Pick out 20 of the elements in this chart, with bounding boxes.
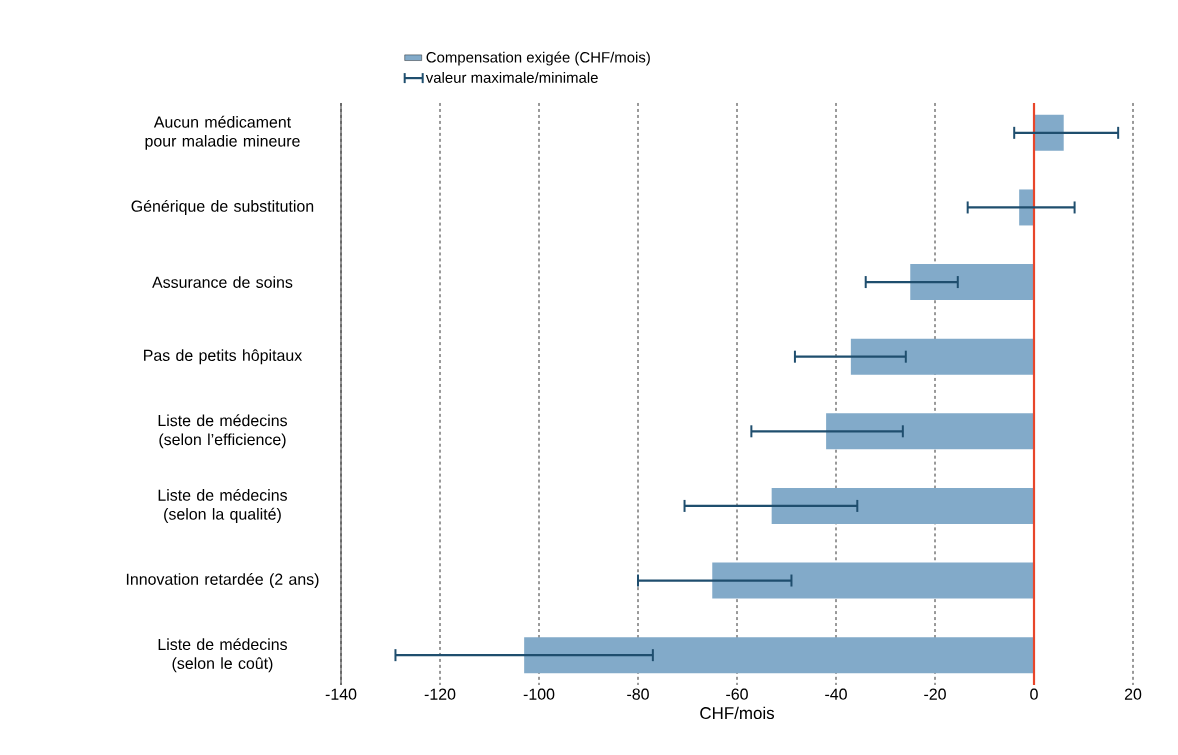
x-tick-label: -120 — [424, 688, 456, 700]
x-tick-label: -100 — [523, 688, 555, 700]
y-tick-label: Pas de petits hôpitaux — [144, 349, 303, 365]
y-tick-label: Liste de médecins (selon l’efficience) — [158, 414, 287, 449]
y-tick-label: Innovation retardée (2 ans) — [126, 573, 319, 589]
y-tick-label: Liste de médecins (selon la qualité) — [158, 488, 287, 523]
x-axis-title: CHF/mois — [700, 706, 775, 720]
x-tick-label: 0 — [1030, 688, 1038, 700]
x-tick-label: -60 — [726, 688, 748, 700]
y-tick-label: Assurance de soins — [152, 276, 293, 288]
x-tick-label: -140 — [325, 688, 357, 700]
text: valeur maximale/minimale — [425, 71, 598, 83]
x-tick-label: -20 — [924, 688, 946, 700]
x-tick-label: -40 — [825, 688, 847, 700]
y-tick-label: Aucun médicament pour maladie mineure — [145, 115, 300, 150]
y-tick-label: Liste de médecins (selon le coût) — [158, 638, 287, 673]
legend-label: Compensation exigée (CHF/mois) — [426, 51, 650, 66]
x-tick-label: -80 — [627, 688, 649, 700]
x-tick-label: 20 — [1124, 688, 1142, 700]
y-tick-label: Générique de substitution — [131, 199, 314, 215]
